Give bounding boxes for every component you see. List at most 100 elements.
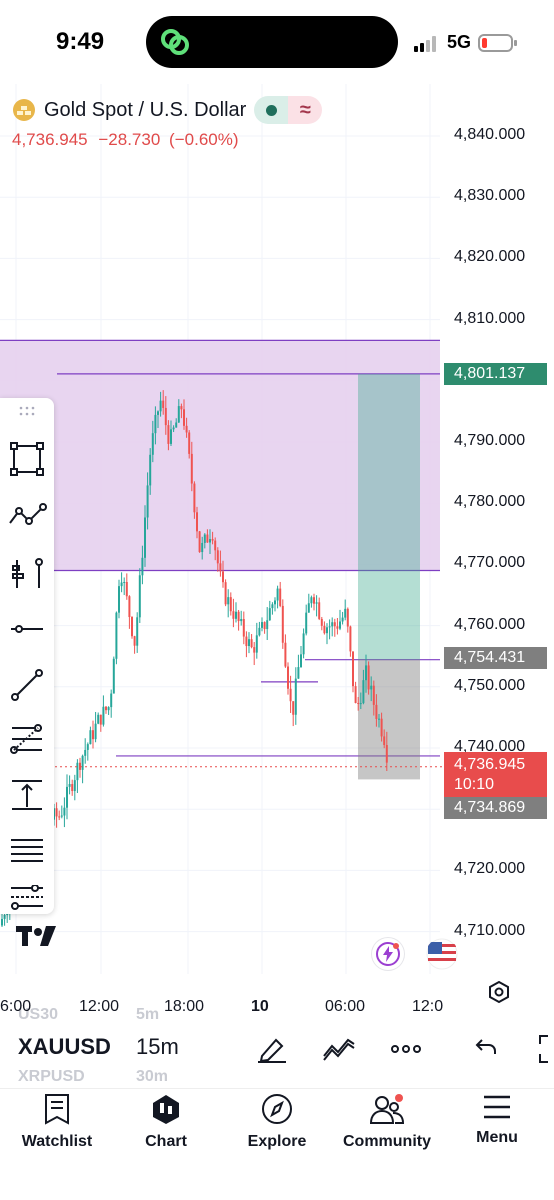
candle-body <box>198 531 201 553</box>
candle-body <box>99 714 102 725</box>
drag-grip-icon[interactable] <box>18 406 36 416</box>
candle-body <box>219 563 222 572</box>
nav-explore[interactable]: Explore <box>222 1093 332 1151</box>
nav-watchlist[interactable]: Watchlist <box>2 1093 112 1151</box>
candle-body <box>170 429 172 444</box>
symbol-bar[interactable]: US30 5m XAUUSD 15m XRPUSD 30m <box>0 1004 554 1088</box>
horizontal-line-tool[interactable] <box>0 602 54 656</box>
candle-body <box>128 596 131 618</box>
candle-body <box>385 745 388 763</box>
candle-body <box>68 784 71 787</box>
bottom-navigation[interactable]: Watchlist Chart Explore Community Menu <box>0 1088 554 1200</box>
candle-body <box>294 678 297 715</box>
path-tool[interactable] <box>0 488 54 542</box>
candle-body <box>149 454 152 486</box>
candle-body <box>55 808 58 817</box>
market-open-pill[interactable] <box>254 96 289 124</box>
price-axis-tick: 4,780.000 <box>454 493 526 511</box>
fib-tool[interactable] <box>0 712 54 766</box>
candle-body <box>180 406 183 410</box>
long-position-icon <box>12 780 42 810</box>
nav-community[interactable]: Community <box>332 1093 442 1151</box>
indicators-icon[interactable] <box>322 1034 356 1062</box>
chart-settings-button[interactable] <box>487 980 511 1009</box>
candle-body <box>237 611 240 622</box>
next-interval-ghost[interactable]: 30m <box>136 1068 169 1085</box>
price-change-percent: (−0.60%) <box>169 130 239 149</box>
candle-body <box>224 582 227 605</box>
price-axis-tick: 4,760.000 <box>454 615 526 633</box>
candle-body <box>1 918 3 926</box>
currency-flag-button[interactable] <box>426 938 458 970</box>
pen-icon[interactable] <box>256 1034 288 1064</box>
battery-icon <box>478 34 517 52</box>
market-status-pills[interactable]: ≈ <box>254 96 323 124</box>
trend-line-tool[interactable] <box>0 658 54 712</box>
candle-body <box>3 915 6 919</box>
candle-body <box>255 635 258 653</box>
candle-body <box>214 540 217 551</box>
candle-body <box>107 707 110 711</box>
candle-body <box>97 714 100 724</box>
network-label: 5G <box>447 32 472 52</box>
candle-body <box>105 706 107 711</box>
flash-button[interactable] <box>372 938 404 970</box>
candle-body <box>289 688 292 702</box>
candle-body <box>346 608 349 627</box>
candle-body <box>328 626 331 628</box>
more-icon[interactable] <box>390 1044 422 1054</box>
undo-icon[interactable] <box>474 1034 498 1058</box>
symbol-header[interactable]: Gold Spot / U.S. Dollar ≈ <box>12 96 323 124</box>
prev-symbol-ghost[interactable]: US30 <box>18 1006 59 1023</box>
candle-body <box>76 762 79 781</box>
candle-body <box>222 571 224 583</box>
pitchfork-tool[interactable] <box>0 546 54 600</box>
candle-body <box>183 409 185 426</box>
candle-body <box>336 626 339 629</box>
candle-body <box>307 603 310 613</box>
lines-tool[interactable] <box>0 824 54 878</box>
candle-body <box>193 483 196 513</box>
candle-body <box>144 517 146 558</box>
symbol-title[interactable]: Gold Spot / U.S. Dollar <box>44 98 247 121</box>
pitchfork-icon <box>12 558 43 588</box>
price-chart[interactable] <box>0 84 554 984</box>
candle-body <box>333 622 336 627</box>
next-symbol-ghost[interactable]: XRPUSD <box>18 1068 85 1085</box>
rectangle-tool[interactable] <box>0 432 54 486</box>
candle-body <box>266 620 269 630</box>
prev-interval-ghost[interactable]: 5m <box>136 1006 160 1023</box>
settings-lines-tool[interactable] <box>0 872 54 926</box>
tradingview-logo <box>16 926 56 946</box>
candle-body <box>287 666 289 689</box>
nav-menu[interactable]: Menu <box>442 1093 552 1147</box>
price-axis-tick: 4,830.000 <box>454 187 526 205</box>
drawing-toolbar[interactable] <box>0 398 54 914</box>
candle-body <box>367 665 370 690</box>
candle-body <box>112 658 115 694</box>
candle-body <box>310 597 313 604</box>
candle-body <box>318 602 321 619</box>
menu-icon <box>484 1095 510 1119</box>
rectangle-icon <box>10 442 44 476</box>
fullscreen-icon[interactable] <box>536 1034 554 1064</box>
long-position-tool[interactable] <box>0 768 54 822</box>
nav-chart[interactable]: Chart <box>111 1093 221 1151</box>
candle-body <box>357 702 360 704</box>
community-icon <box>369 1094 405 1124</box>
last-price: 4,736.945 <box>12 130 88 149</box>
candle-body <box>94 723 97 740</box>
chart-icon <box>153 1095 179 1124</box>
price-axis-tick: 4,720.000 <box>454 860 526 878</box>
price-axis-tick: 4,770.000 <box>454 554 526 572</box>
symbol-selector[interactable]: XAUUSD <box>18 1034 111 1059</box>
candle-body <box>159 400 162 412</box>
candle-body <box>292 701 295 715</box>
watchlist-icon <box>45 1094 69 1125</box>
interval-selector[interactable]: 15m <box>136 1034 179 1059</box>
trend-line-icon <box>11 669 43 701</box>
price-change: −28.730 <box>98 130 161 149</box>
delayed-data-pill[interactable]: ≈ <box>288 96 323 124</box>
chart-area[interactable]: Gold Spot / U.S. Dollar ≈ 4,736.945 −28.… <box>0 84 554 1015</box>
candle-body <box>162 400 165 408</box>
